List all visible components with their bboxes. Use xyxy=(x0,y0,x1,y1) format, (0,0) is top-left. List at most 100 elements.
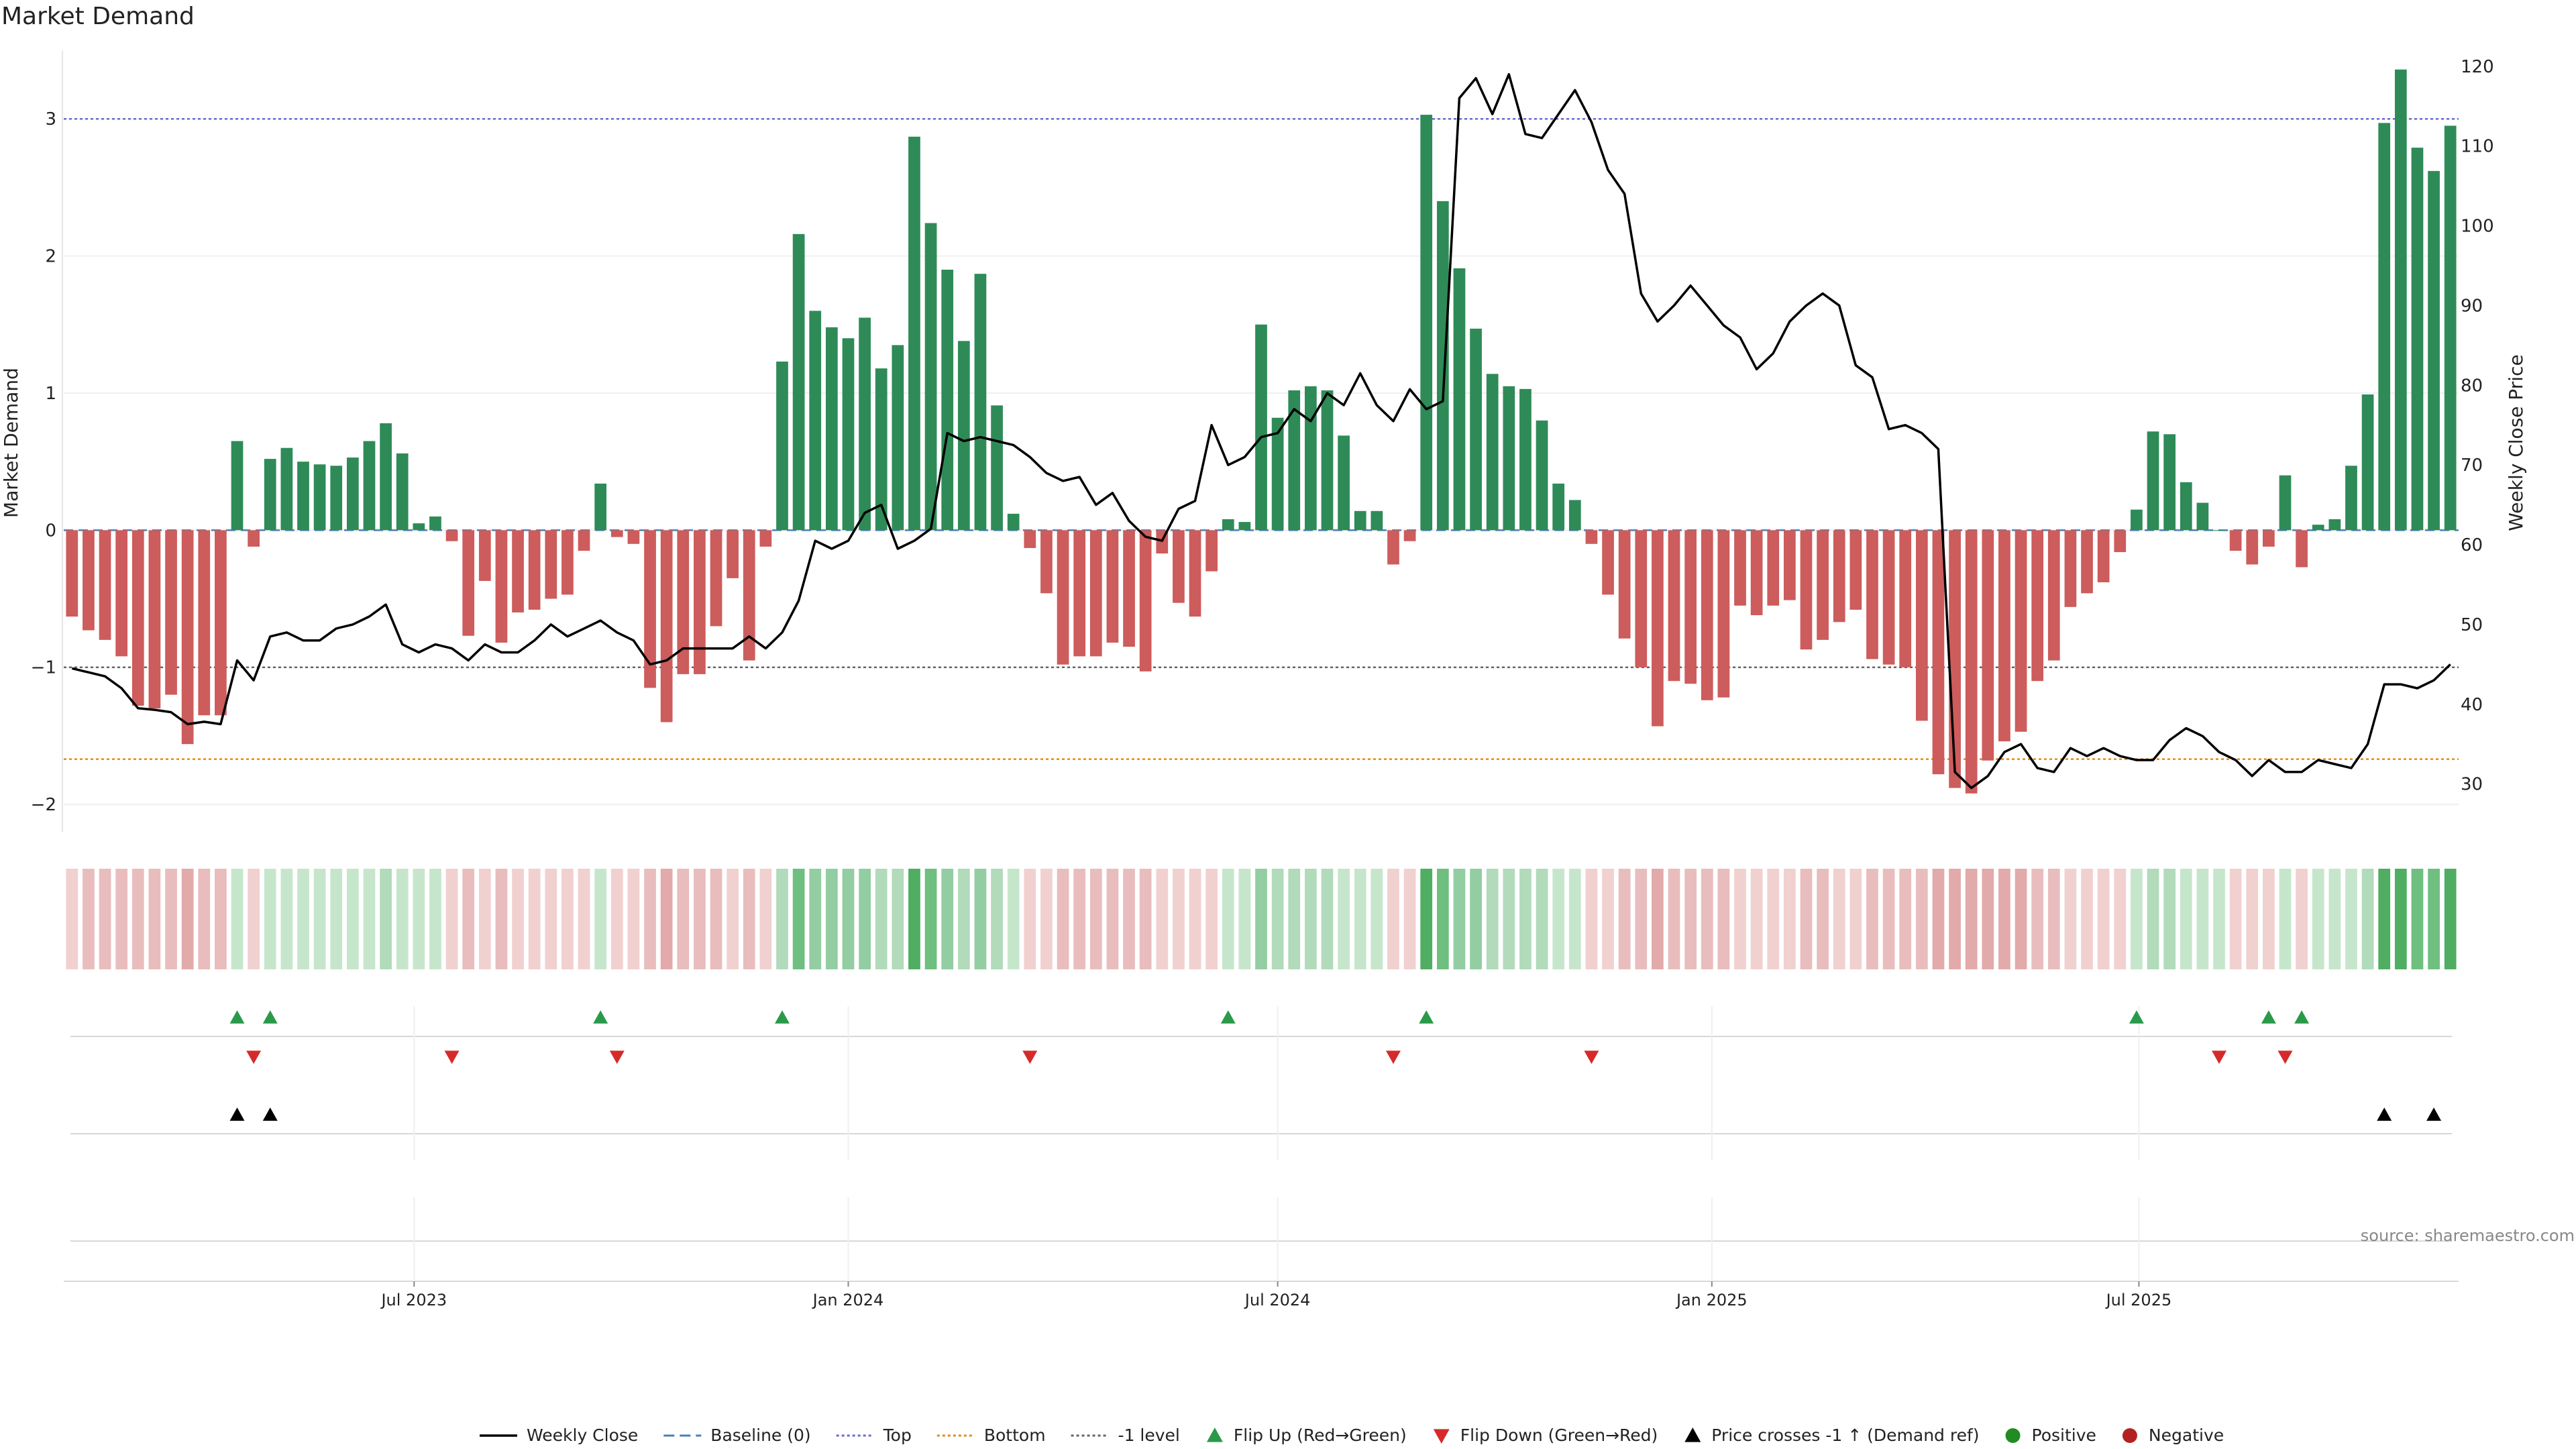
heat-cell xyxy=(710,869,722,969)
heat-cell xyxy=(181,869,194,969)
x-tick-label: Jul 2024 xyxy=(1244,1291,1311,1309)
heat-cell xyxy=(941,869,954,969)
demand-bar xyxy=(908,136,920,531)
heat-cell xyxy=(1899,869,1912,969)
heat-cell xyxy=(165,869,177,969)
demand-bar xyxy=(1073,530,1086,657)
demand-bar xyxy=(2378,123,2391,531)
heat-cell xyxy=(1800,869,1813,969)
heat-cell xyxy=(627,869,640,969)
demand-bar xyxy=(330,466,343,531)
heat-cell xyxy=(776,869,788,969)
demand-bar xyxy=(1304,386,1317,531)
y2-tick-label: 80 xyxy=(2461,376,2483,396)
heat-cell xyxy=(445,869,458,969)
flip-down-marker xyxy=(1385,1051,1401,1064)
demand-bar xyxy=(2444,125,2457,531)
heat-cell xyxy=(1585,869,1598,969)
heat-cell xyxy=(2047,869,2060,969)
heat-cell xyxy=(2213,869,2225,969)
heat-cell xyxy=(1602,869,1614,969)
demand-bar xyxy=(1321,390,1334,531)
heat-cell xyxy=(2444,869,2457,969)
demand-bar xyxy=(610,530,623,537)
legend-label: Baseline (0) xyxy=(710,1426,810,1445)
heat-cell xyxy=(1173,869,1185,969)
legend-label: Top xyxy=(883,1426,912,1445)
heat-cell xyxy=(1271,869,1284,969)
heat-cell xyxy=(1668,869,1680,969)
demand-bar xyxy=(2229,530,2242,551)
legend-label: Flip Down (Green→Red) xyxy=(1460,1426,1658,1445)
demand-bar xyxy=(594,483,607,531)
demand-bar xyxy=(2081,530,2093,594)
y-tick-label: 1 xyxy=(45,384,56,404)
heat-cell xyxy=(677,869,690,969)
heat-cell xyxy=(512,869,524,969)
legend-label: Flip Up (Red→Green) xyxy=(1234,1426,1407,1445)
demand-bar xyxy=(1568,500,1581,531)
heat-cell xyxy=(297,869,309,969)
demand-bar xyxy=(1387,530,1399,565)
demand-bar xyxy=(859,317,871,531)
demand-bar xyxy=(1602,530,1614,595)
heat-cell xyxy=(264,869,276,969)
heat-cell xyxy=(1503,869,1515,969)
flip-up-marker xyxy=(2261,1010,2276,1024)
heat-cell xyxy=(2180,869,2192,969)
heat-cell xyxy=(478,869,491,969)
demand-bar xyxy=(495,530,508,643)
demand-bar xyxy=(1057,530,1069,665)
demand-bar xyxy=(1139,530,1152,672)
price-cross-marker xyxy=(229,1108,245,1121)
heat-cell xyxy=(462,869,475,969)
demand-bar xyxy=(1453,268,1466,531)
heat-cell xyxy=(2246,869,2259,969)
heat-cell xyxy=(545,869,557,969)
heat-cell xyxy=(2361,869,2374,969)
source-note: source: sharemaestro.com xyxy=(2361,1226,2575,1245)
heat-cell xyxy=(1998,869,2010,969)
demand-bar xyxy=(115,530,128,657)
demand-bar xyxy=(2147,431,2159,531)
heat-cell xyxy=(594,869,607,969)
demand-bar xyxy=(2163,434,2176,531)
demand-bar xyxy=(2312,525,2324,531)
legend-item: Positive xyxy=(2005,1426,2096,1445)
flip-up-marker xyxy=(775,1010,790,1024)
y-tick-label: 3 xyxy=(45,109,56,129)
demand-bar xyxy=(1222,519,1234,531)
heat-cell xyxy=(280,869,293,969)
demand-bar xyxy=(2296,530,2308,568)
demand-bar xyxy=(1800,530,1813,650)
heat-cell xyxy=(1106,869,1119,969)
y-tick-label: −2 xyxy=(31,795,56,815)
heat-cell xyxy=(1701,869,1713,969)
flip-up-marker xyxy=(229,1010,245,1024)
demand-bar xyxy=(1817,530,1829,640)
demand-bar xyxy=(1998,530,2010,742)
heat-cell xyxy=(991,869,1003,969)
heat-cell xyxy=(1470,869,1482,969)
demand-bar xyxy=(280,447,293,531)
demand-bar xyxy=(1338,435,1350,531)
demand-bar xyxy=(1089,530,1102,657)
heat-cell xyxy=(1750,869,1763,969)
heat-cell xyxy=(924,869,937,969)
heat-cell xyxy=(1536,869,1548,969)
demand-bar xyxy=(677,530,690,674)
heat-cell xyxy=(2147,869,2159,969)
demand-bar xyxy=(1668,530,1680,682)
demand-bar xyxy=(1734,530,1746,606)
legend-swatch-circle xyxy=(2122,1428,2137,1443)
x-tick-label: Jul 2025 xyxy=(2105,1291,2172,1309)
price-cross-marker xyxy=(262,1108,278,1121)
demand-bar xyxy=(1238,522,1251,531)
demand-bar xyxy=(875,368,888,531)
heat-cell xyxy=(396,869,409,969)
demand-bar xyxy=(660,530,673,722)
demand-bar xyxy=(346,458,359,531)
demand-bar xyxy=(380,423,392,531)
demand-bar xyxy=(759,530,772,547)
